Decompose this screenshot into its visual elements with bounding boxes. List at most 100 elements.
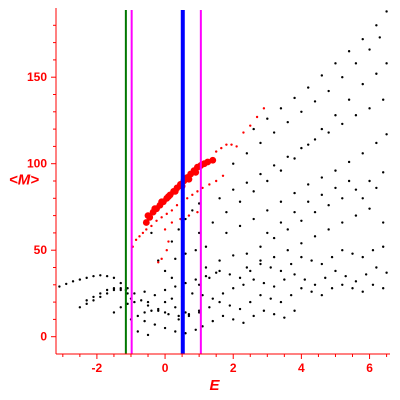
data-point <box>221 174 225 178</box>
data-point <box>177 314 180 318</box>
data-point <box>187 313 191 316</box>
y-tick-label: 150 <box>27 70 47 84</box>
data-point <box>334 269 337 273</box>
data-point <box>150 231 153 235</box>
data-point <box>266 231 269 235</box>
data-point <box>272 313 276 316</box>
data-point <box>385 133 388 136</box>
data-point <box>381 171 385 174</box>
data-point <box>232 318 235 321</box>
data-point <box>191 292 194 295</box>
data-point <box>334 62 337 65</box>
data-point <box>313 100 317 103</box>
data-point <box>119 281 122 285</box>
data-point <box>252 127 255 131</box>
data-point <box>153 323 157 326</box>
data-point <box>184 252 187 255</box>
data-point <box>214 179 218 183</box>
data-point <box>266 209 269 212</box>
data-point <box>165 193 172 200</box>
data-point <box>232 188 235 191</box>
data-point <box>197 202 201 205</box>
data-point <box>119 288 122 292</box>
data-point <box>283 316 286 319</box>
data-point <box>191 193 194 197</box>
data-point <box>225 231 228 235</box>
data-point <box>185 175 193 183</box>
data-point <box>150 224 153 228</box>
data-point <box>266 117 269 120</box>
data-point <box>368 179 371 183</box>
data-point <box>228 273 232 276</box>
data-point <box>361 82 364 86</box>
data-point <box>255 115 259 119</box>
data-point <box>334 169 337 172</box>
data-point <box>245 266 249 269</box>
data-point <box>184 281 187 285</box>
data-point <box>218 197 221 200</box>
data-point <box>220 146 223 150</box>
data-point <box>99 274 102 277</box>
data-point <box>313 138 317 141</box>
data-point <box>194 249 197 252</box>
data-point <box>112 311 116 314</box>
data-point <box>381 98 385 101</box>
data-point <box>174 257 177 261</box>
data-point <box>146 304 150 307</box>
data-point <box>368 107 371 110</box>
data-point <box>351 252 354 255</box>
data-point <box>78 306 82 309</box>
data-point <box>167 313 170 316</box>
data-point <box>385 10 388 13</box>
data-point <box>361 37 364 41</box>
data-point <box>269 297 272 300</box>
data-point <box>218 259 221 262</box>
data-point <box>320 176 324 179</box>
data-point <box>218 269 221 273</box>
data-point <box>249 300 252 304</box>
data-point <box>157 307 160 311</box>
data-point <box>341 283 344 286</box>
data-point <box>78 278 82 281</box>
data-point <box>347 50 351 53</box>
data-point <box>341 122 344 126</box>
data-point <box>327 228 330 231</box>
data-point <box>204 266 208 269</box>
data-point <box>307 200 310 203</box>
data-point <box>225 210 228 214</box>
data-point <box>157 259 160 262</box>
data-point <box>300 146 303 150</box>
data-point <box>171 187 179 195</box>
data-point <box>289 262 293 266</box>
data-point <box>160 257 163 261</box>
data-point <box>272 131 276 134</box>
data-point <box>300 110 303 114</box>
data-point <box>361 255 364 259</box>
data-point <box>163 228 167 231</box>
series-2 <box>131 107 266 264</box>
ticks: -2 0 2 4 6 0 50 100 150 <box>27 24 388 375</box>
data-point <box>279 200 283 203</box>
data-point <box>341 221 344 224</box>
data-point <box>252 314 255 318</box>
data-point <box>232 287 235 290</box>
data-point <box>133 292 136 295</box>
data-point <box>375 72 378 75</box>
data-point <box>293 309 296 312</box>
data-point <box>158 198 166 206</box>
data-point <box>327 131 330 134</box>
data-point <box>238 276 242 280</box>
data-point <box>151 205 159 213</box>
data-point <box>184 332 187 335</box>
data-point <box>327 89 330 93</box>
data-point <box>334 114 337 117</box>
data-point <box>320 193 324 197</box>
data-point <box>184 311 187 314</box>
data-point <box>140 299 143 302</box>
data-point <box>361 152 364 155</box>
data-point <box>119 287 122 290</box>
data-point <box>208 276 211 280</box>
axes <box>55 8 390 355</box>
data-point <box>354 62 358 65</box>
data-point <box>170 209 174 212</box>
